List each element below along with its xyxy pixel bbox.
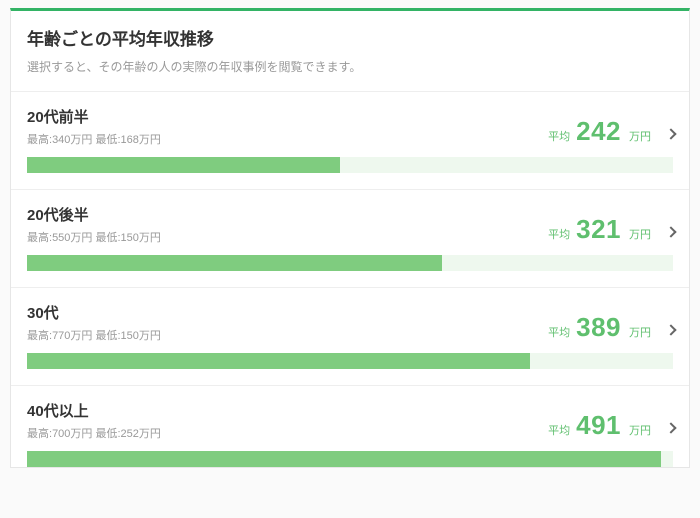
bar-fill — [27, 157, 340, 173]
row-top: 20代前半 最高:340万円 最低:168万円 平均 242 万円 — [27, 106, 673, 147]
bar-fill — [27, 255, 442, 271]
minmax-text: 最高:340万円 最低:168万円 — [27, 131, 161, 147]
bar-track — [27, 255, 673, 271]
age-label: 20代前半 — [27, 106, 161, 127]
avg-prefix: 平均 — [548, 226, 570, 242]
bar-track — [27, 157, 673, 173]
avg-unit: 万円 — [629, 324, 651, 340]
age-row-40-plus[interactable]: 40代以上 最高:700万円 最低:252万円 平均 491 万円 — [11, 386, 689, 467]
row-top: 40代以上 最高:700万円 最低:252万円 平均 491 万円 — [27, 400, 673, 441]
minmax-text: 最高:700万円 最低:252万円 — [27, 425, 161, 441]
row-left: 30代 最高:770万円 最低:150万円 — [27, 302, 161, 343]
avg-unit: 万円 — [629, 226, 651, 242]
avg-display: 平均 321 万円 — [548, 214, 651, 245]
avg-display: 平均 389 万円 — [548, 312, 651, 343]
bar-track — [27, 353, 673, 369]
avg-display: 平均 242 万円 — [548, 116, 651, 147]
avg-unit: 万円 — [629, 422, 651, 438]
avg-prefix: 平均 — [548, 128, 570, 144]
minmax-text: 最高:770万円 最低:150万円 — [27, 327, 161, 343]
row-left: 20代前半 最高:340万円 最低:168万円 — [27, 106, 161, 147]
avg-display: 平均 491 万円 — [548, 410, 651, 441]
row-left: 20代後半 最高:550万円 最低:150万円 — [27, 204, 161, 245]
age-label: 40代以上 — [27, 400, 161, 421]
avg-unit: 万円 — [629, 128, 651, 144]
minmax-text: 最高:550万円 最低:150万円 — [27, 229, 161, 245]
row-left: 40代以上 最高:700万円 最低:252万円 — [27, 400, 161, 441]
avg-prefix: 平均 — [548, 422, 570, 438]
age-label: 20代後半 — [27, 204, 161, 225]
bar-fill — [27, 451, 661, 467]
avg-value: 242 — [576, 116, 621, 147]
panel-header: 年齢ごとの平均年収推移 選択すると、その年齢の人の実際の年収事例を閲覧できます。 — [11, 11, 689, 92]
salary-by-age-panel: 年齢ごとの平均年収推移 選択すると、その年齢の人の実際の年収事例を閲覧できます。… — [10, 8, 690, 468]
avg-value: 389 — [576, 312, 621, 343]
avg-prefix: 平均 — [548, 324, 570, 340]
bar-fill — [27, 353, 530, 369]
age-row-20-early[interactable]: 20代前半 最高:340万円 最低:168万円 平均 242 万円 — [11, 92, 689, 190]
row-top: 20代後半 最高:550万円 最低:150万円 平均 321 万円 — [27, 204, 673, 245]
age-label: 30代 — [27, 302, 161, 323]
avg-value: 491 — [576, 410, 621, 441]
bar-track — [27, 451, 673, 467]
avg-value: 321 — [576, 214, 621, 245]
row-top: 30代 最高:770万円 最低:150万円 平均 389 万円 — [27, 302, 673, 343]
panel-title: 年齢ごとの平均年収推移 — [27, 25, 673, 50]
panel-subtitle: 選択すると、その年齢の人の実際の年収事例を閲覧できます。 — [27, 58, 673, 75]
age-row-20-late[interactable]: 20代後半 最高:550万円 最低:150万円 平均 321 万円 — [11, 190, 689, 288]
age-row-30[interactable]: 30代 最高:770万円 最低:150万円 平均 389 万円 — [11, 288, 689, 386]
